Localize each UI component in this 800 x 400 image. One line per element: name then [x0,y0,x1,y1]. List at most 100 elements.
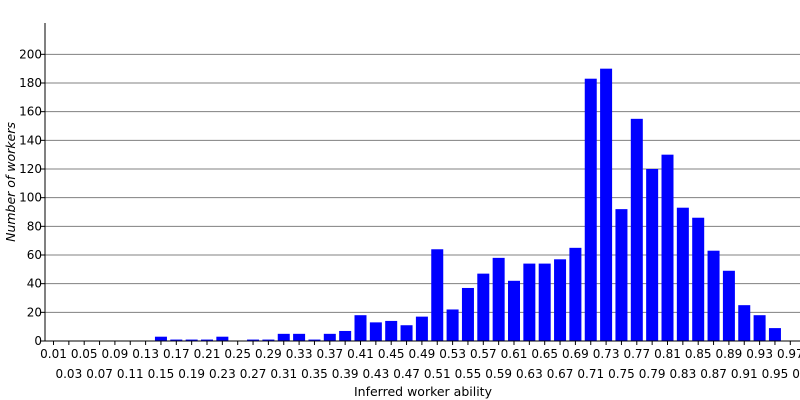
x-tick-label: 0.47 [393,367,420,381]
x-tick-label: 0.55 [455,367,482,381]
x-tick-label: 0.99 [792,367,800,381]
x-tick-label: 0.65 [531,347,558,361]
axes [44,23,800,342]
y-tick-label: 0 [34,334,42,348]
bar-0.73 [600,68,613,342]
x-tick-label: 0.27 [240,367,267,381]
bar-0.57 [477,273,490,341]
x-tick-label: 0.13 [132,347,159,361]
x-tick-label: 0.81 [654,347,681,361]
bar-0.67 [554,259,567,341]
bar-0.21 [201,339,213,341]
x-tick-label: 0.15 [148,367,175,381]
y-axis-title: Number of workers [3,122,18,242]
x-tick-label: 0.25 [224,347,251,361]
x-tick-label: 0.77 [623,347,650,361]
x-tick-labels: 0.01 0.03 0.05 0.07 0.09 0.11 0.13 0.15 0.17 0.19… [40,341,800,381]
bar-0.79 [646,169,659,341]
x-tick-label: 0.79 [639,367,666,381]
x-tick-label: 0.93 [746,347,773,361]
x-tick-label: 0.09 [102,347,129,361]
bar-0.45 [385,320,398,341]
y-tick-labels: 0 20 40 60 80 100 120 140 160 180 200 [19,47,45,348]
x-tick-label: 0.69 [562,347,589,361]
bar-0.35 [308,339,321,341]
bar-0.29 [262,339,275,341]
bar-0.61 [508,280,520,341]
y-tick-label: 200 [19,47,42,61]
y-tick-label: 180 [19,76,42,90]
bar-0.63 [523,263,536,341]
bar-0.37 [323,333,336,341]
bar-0.51 [431,249,444,341]
bar-0.81 [661,154,674,341]
x-tick-label: 0.45 [378,347,405,361]
x-tick-label: 0.29 [255,347,282,361]
bar-0.59 [492,257,505,341]
y-tick-label: 140 [19,133,42,147]
bar-0.39 [339,330,352,341]
x-tick-label: 0.59 [485,367,512,381]
y-tick-label: 120 [19,162,42,176]
y-tick-label: 80 [27,219,42,233]
x-tick-label: 0.23 [209,367,236,381]
bar-0.55 [461,287,474,341]
bar-0.19 [185,339,198,341]
x-tick-label: 0.49 [409,347,436,361]
x-tick-label: 0.87 [700,367,727,381]
x-tick-label: 0.19 [178,367,205,381]
x-tick-label: 0.03 [55,367,82,381]
x-tick-label: 0.17 [163,347,190,361]
bar-0.65 [538,263,551,341]
bar-0.47 [400,325,413,341]
bar-0.83 [676,207,689,341]
bar-0.53 [446,309,459,341]
x-tick-label: 0.41 [347,347,374,361]
x-tick-label: 0.85 [685,347,712,361]
x-tick-label: 0.91 [731,367,758,381]
x-tick-label: 0.43 [362,367,389,381]
x-tick-label: 0.89 [716,347,743,361]
x-tick-label: 0.01 [40,347,67,361]
x-tick-label: 0.97 [777,347,800,361]
x-tick-label: 0.11 [117,367,144,381]
bar-0.69 [569,247,582,341]
bar-0.93 [753,315,766,341]
bar-0.91 [738,305,751,341]
x-tick-label: 0.21 [194,347,221,361]
y-tick-label: 160 [19,105,42,119]
y-tick-label: 100 [19,191,42,205]
x-tick-label: 0.51 [424,367,451,381]
x-tick-label: 0.67 [547,367,574,381]
bar-0.89 [722,270,735,341]
bar-0.85 [692,217,705,341]
bar-0.33 [293,333,306,341]
x-tick-label: 0.71 [577,367,604,381]
x-axis-title: Inferred worker ability [354,384,493,399]
x-tick-label: 0.39 [332,367,359,381]
bar-0.95 [768,328,781,341]
x-tick-label: 0.95 [762,367,789,381]
bar-0.23 [216,336,229,341]
bar-0.17 [170,339,183,341]
x-tick-label: 0.63 [516,367,543,381]
y-tick-label: 40 [27,277,42,291]
x-tick-label: 0.33 [286,347,313,361]
x-tick-label: 0.35 [301,367,328,381]
bar-0.41 [354,315,367,341]
x-tick-label: 0.83 [669,367,696,381]
bar-0.31 [277,333,290,341]
bars [154,68,781,342]
x-tick-label: 0.05 [71,347,98,361]
y-tick-label: 20 [27,305,42,319]
bar-0.71 [584,78,597,341]
x-tick-label: 0.07 [86,367,113,381]
bar-0.43 [369,322,382,341]
bar-0.77 [630,118,643,341]
bar-0.75 [615,209,628,341]
bar-0.27 [247,339,260,341]
bar-0.87 [707,250,720,341]
x-tick-label: 0.53 [439,347,466,361]
bar-0.15 [154,336,167,341]
